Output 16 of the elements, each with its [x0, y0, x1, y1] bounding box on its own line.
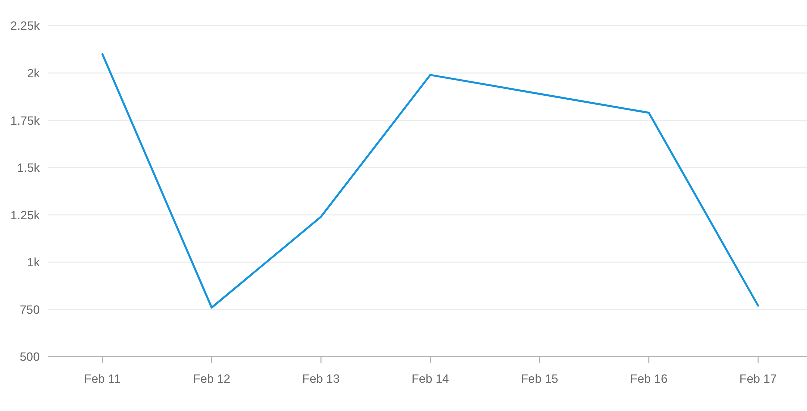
- x-tick-label: Feb 11: [84, 372, 122, 386]
- y-tick-label: 750: [20, 302, 40, 317]
- y-tick-label: 2k: [27, 66, 41, 80]
- x-tick-label: Feb 14: [412, 372, 450, 386]
- y-tick-label: 1k: [27, 256, 41, 270]
- y-tick-label: 1.75k: [10, 114, 41, 128]
- y-tick-label: 500: [20, 350, 40, 364]
- y-tick-label: 1.25k: [10, 208, 41, 222]
- x-tick-label: Feb 16: [630, 372, 668, 386]
- y-tick-label: 1.5k: [17, 161, 41, 176]
- y-tick-label: 2.25k: [10, 19, 41, 34]
- line-series: [102, 53, 760, 309]
- x-tick-label: Feb 15: [521, 372, 559, 386]
- x-tick-label: Feb 17: [740, 372, 778, 386]
- x-tick-label: Feb 12: [193, 372, 231, 386]
- x-tick-label: Feb 13: [302, 372, 340, 386]
